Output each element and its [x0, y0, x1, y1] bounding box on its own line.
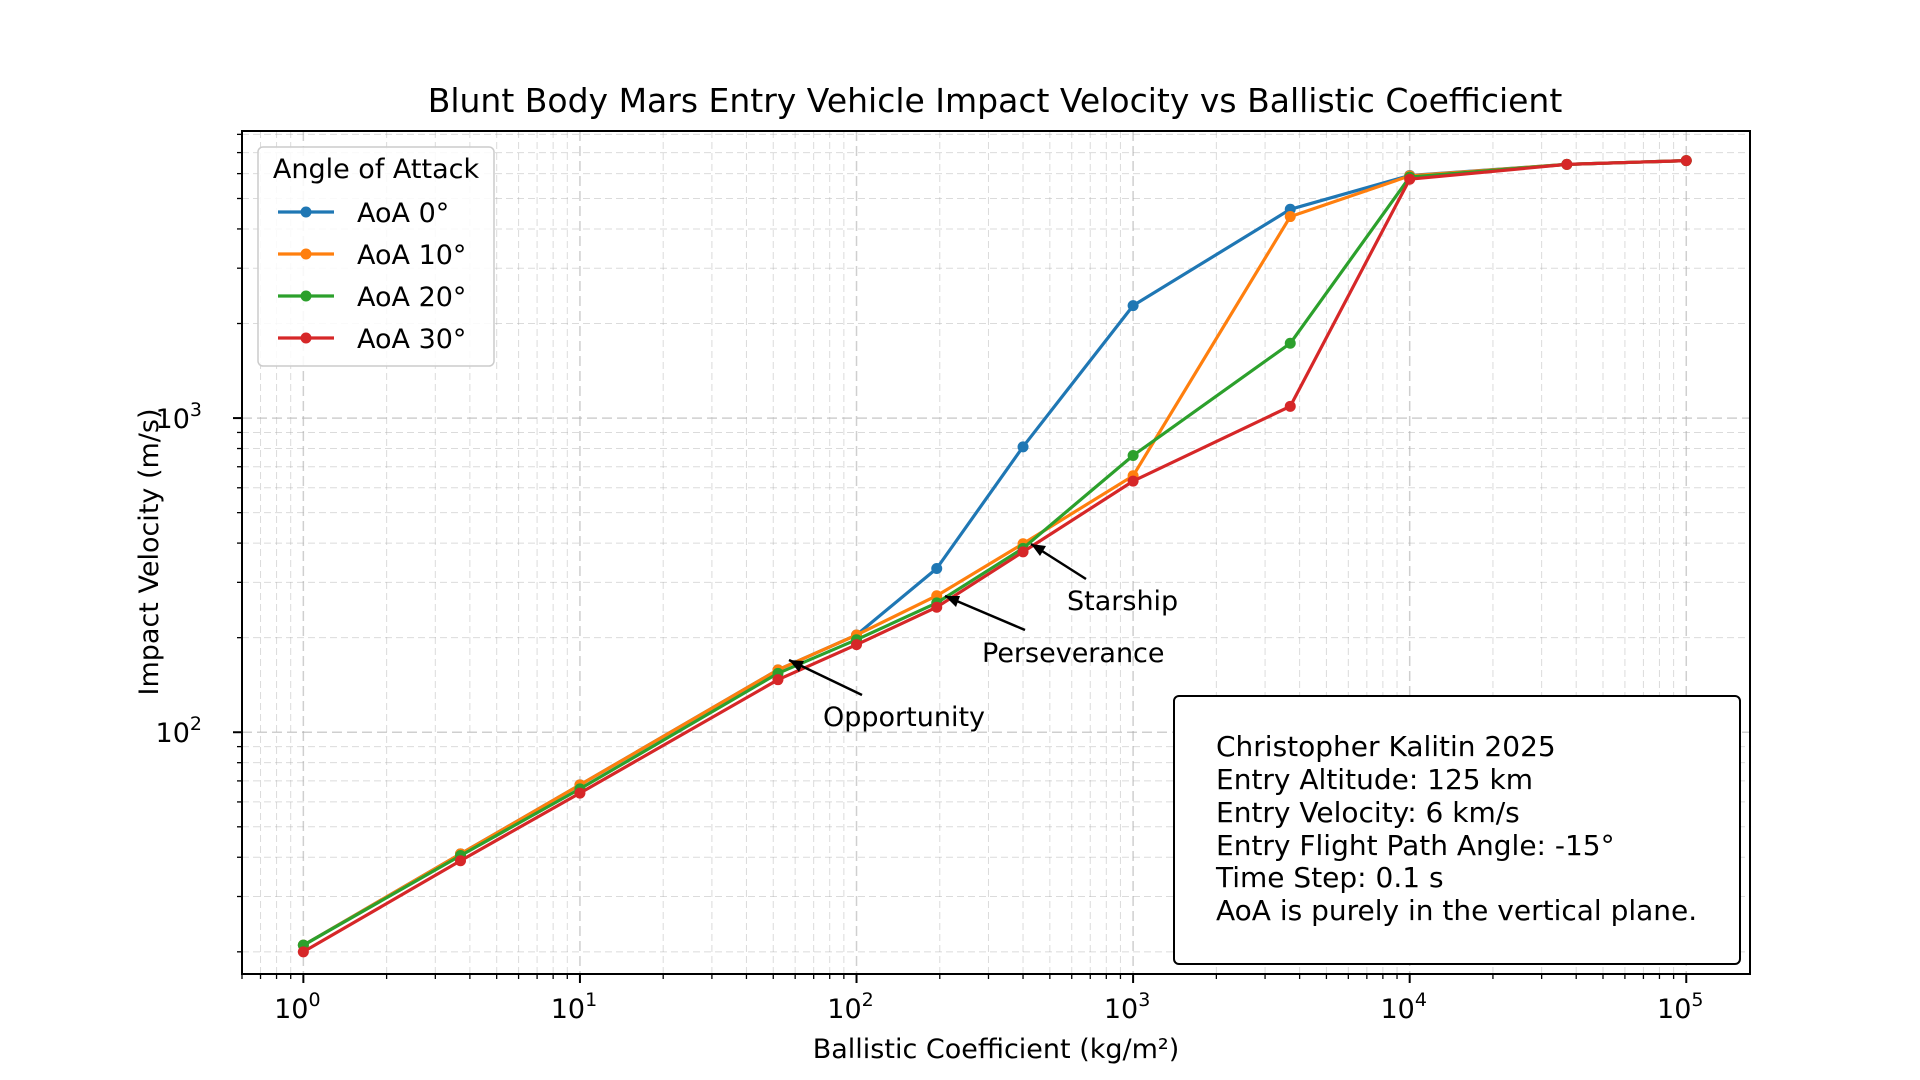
data-point: [1680, 155, 1692, 167]
data-point: [931, 601, 943, 613]
annotations: Starship Perseverance Opportunity: [788, 542, 1178, 733]
y-tick-label: 102: [156, 713, 202, 749]
legend-swatch-marker: [300, 248, 312, 260]
series-line: [302, 159, 1687, 947]
annotation-starship-label: Starship: [1067, 586, 1178, 617]
data-point: [772, 674, 784, 686]
legend-box: [257, 146, 495, 367]
info-line-aoa-note: AoA is purely in the vertical plane.: [1216, 894, 1697, 927]
info-box-frame: [1173, 695, 1741, 965]
axis-ticks: 100 101 102 103 104 105 102 103: [156, 133, 1703, 1025]
x-tick-label: 103: [1104, 989, 1150, 1025]
annotation-perseverance: Perseverance: [944, 594, 1165, 669]
data-point: [1127, 450, 1139, 462]
series-lines: [297, 155, 1692, 958]
x-tick-label: 101: [551, 989, 597, 1025]
x-tick-label: 102: [827, 989, 873, 1025]
data-point: [931, 563, 943, 575]
legend-label: AoA 20°: [357, 282, 466, 313]
x-tick-label: 100: [274, 989, 320, 1025]
x-tick-label: 105: [1657, 989, 1703, 1025]
data-point: [1017, 546, 1029, 558]
legend-label: AoA 0°: [357, 198, 449, 229]
legend-entry: AoA 0°: [278, 198, 449, 229]
series-line: [302, 159, 1687, 954]
data-point: [1127, 475, 1139, 487]
annotation-arrowhead-starship: [1031, 544, 1046, 556]
data-point: [1017, 441, 1029, 453]
annotation-starship: Starship: [1030, 542, 1178, 617]
legend-title: Angle of Attack: [273, 154, 480, 185]
legend: Angle of Attack AoA 0°AoA 10°AoA 20°AoA …: [257, 146, 495, 367]
info-line-entry-velocity: Entry Velocity: 6 km/s: [1216, 796, 1520, 829]
legend-swatch-marker: [300, 332, 312, 344]
legend-entry: AoA 30°: [278, 324, 466, 355]
annotation-opportunity: Opportunity: [788, 658, 985, 733]
annotation-arrowhead-opportunity: [789, 660, 804, 672]
data-point: [851, 639, 863, 651]
y-tick-label: 103: [156, 399, 202, 435]
legend-entry: AoA 20°: [278, 282, 466, 313]
annotation-arrow-perseverance: [944, 594, 1026, 632]
series-aoa-3: [297, 155, 1692, 958]
chart-title: Blunt Body Mars Entry Vehicle Impact Vel…: [428, 81, 1563, 120]
data-point: [455, 855, 467, 867]
x-axis-label: Ballistic Coefficient (kg/m²): [813, 1034, 1180, 1065]
grid: [241, 131, 1750, 974]
data-point: [297, 946, 309, 958]
legend-entries: AoA 0° AoA 10° AoA 20° AoA 30°: [278, 198, 466, 355]
info-box: Christopher Kalitin 2025 Entry Altitude:…: [1173, 695, 1741, 965]
y-axis-label: Impact Velocity (m/s): [134, 409, 165, 696]
data-point: [1404, 173, 1416, 185]
annotation-arrowhead-perseverance: [945, 596, 960, 607]
data-point: [1284, 211, 1296, 223]
info-line-flight-path-angle: Entry Flight Path Angle: -15°: [1216, 829, 1615, 862]
legend-label: AoA 10°: [357, 240, 466, 271]
data-point: [1561, 158, 1573, 170]
info-line-time-step: Time Step: 0.1 s: [1215, 861, 1444, 894]
info-line-author: Christopher Kalitin 2025: [1216, 730, 1556, 763]
x-tick-label: 104: [1380, 989, 1426, 1025]
annotation-perseverance-label: Perseverance: [982, 638, 1165, 669]
plot-frame: [241, 130, 1751, 975]
data-point: [1127, 300, 1139, 312]
data-point: [574, 787, 586, 799]
legend-swatch-marker: [300, 206, 312, 218]
data-point: [1284, 400, 1296, 412]
legend-entry: AoA 10°: [278, 240, 466, 271]
info-line-entry-altitude: Entry Altitude: 125 km: [1216, 763, 1533, 796]
legend-swatch-marker: [300, 290, 312, 302]
data-point: [1284, 337, 1296, 349]
legend-label: AoA 30°: [357, 324, 466, 355]
annotation-opportunity-label: Opportunity: [823, 702, 985, 733]
